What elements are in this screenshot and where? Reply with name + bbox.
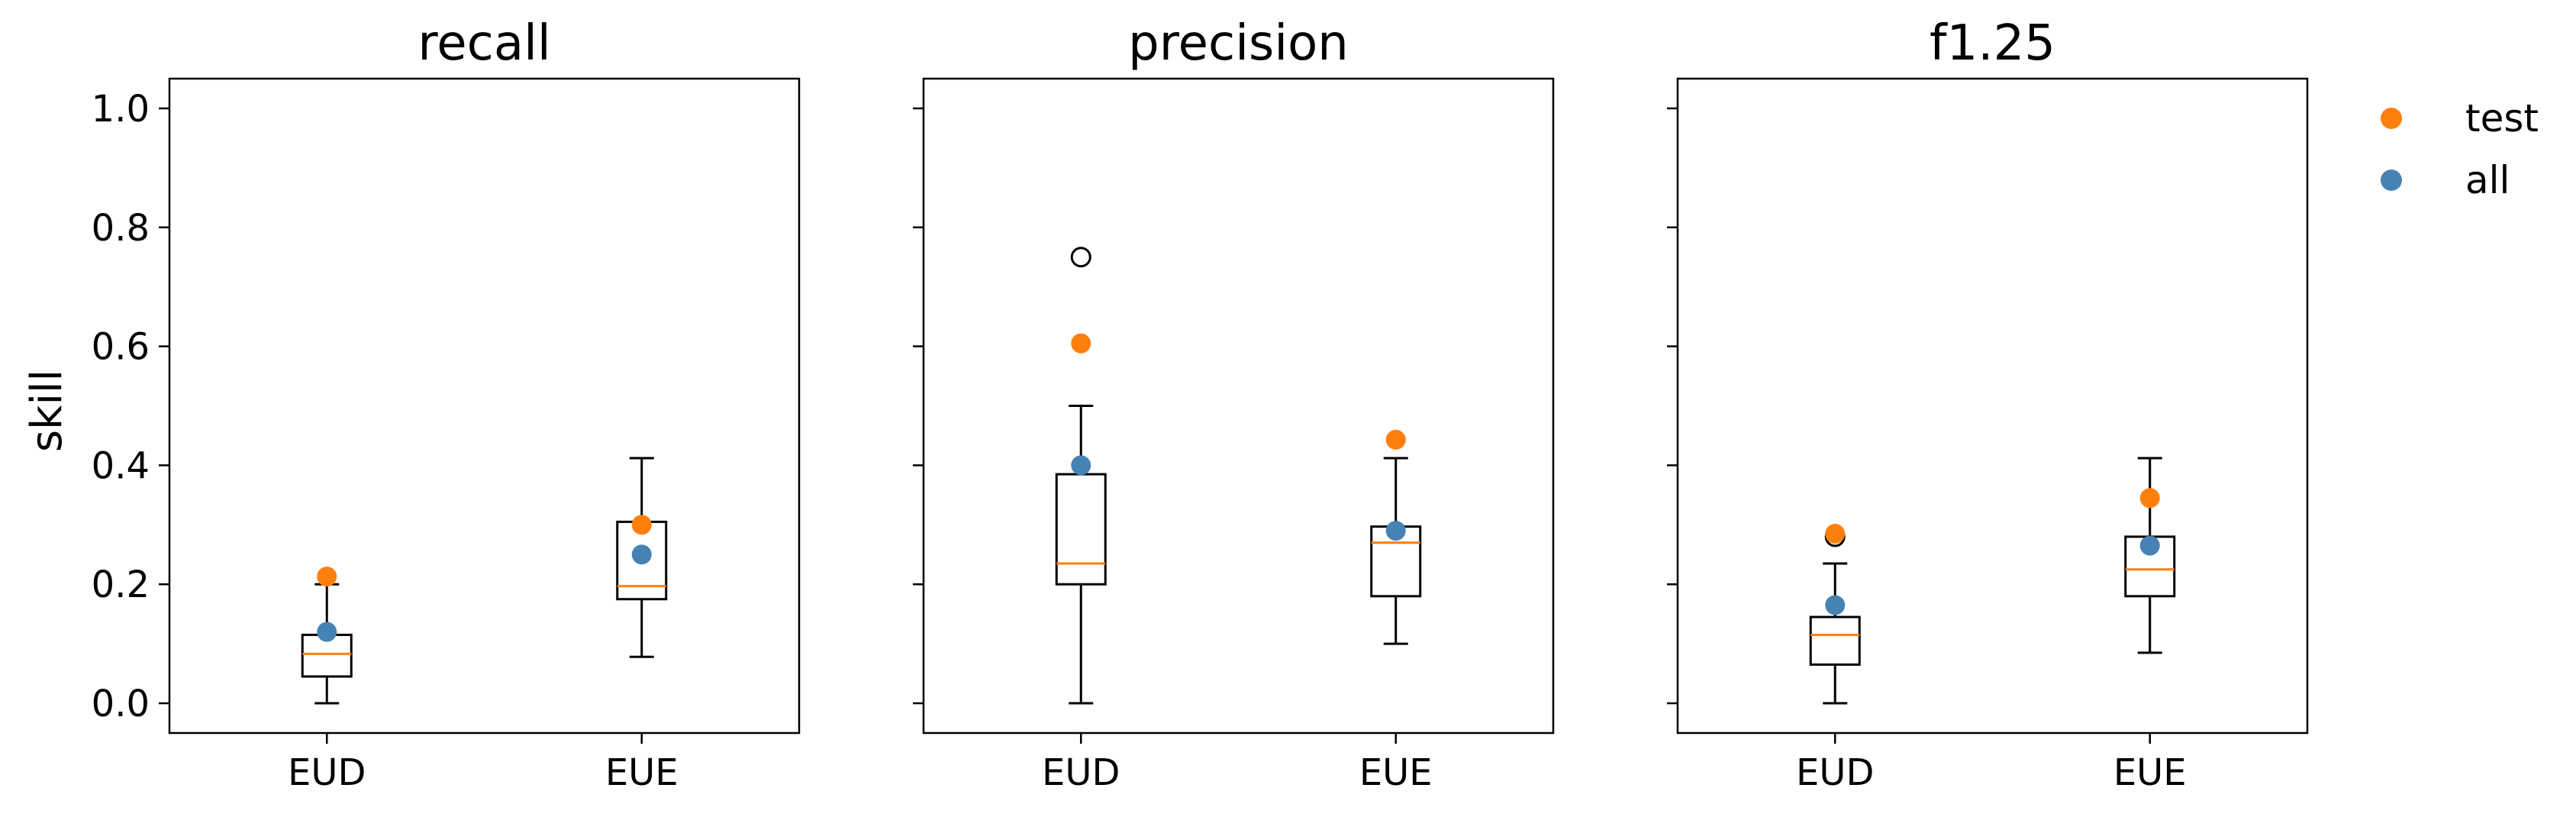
panel-title: f1.25 [1930, 15, 2055, 72]
point-all-EUE [1385, 521, 1406, 541]
axes-frame [922, 77, 1555, 735]
legend-item-test: test [2381, 96, 2539, 140]
axes-frame [1676, 77, 2309, 735]
outlier-point [1070, 247, 1091, 268]
box-EUE [1370, 457, 1422, 645]
legend-label: all [2465, 158, 2510, 202]
panel-title: recall [418, 15, 550, 72]
legend-marker [2381, 170, 2402, 191]
x-tick-label: EUD [1796, 751, 1874, 794]
box-iqr [1809, 615, 1861, 666]
y-axis-label: skill [22, 370, 72, 452]
x-tick-label: EUD [288, 751, 366, 794]
y-tick-label: 0.6 [92, 326, 150, 369]
box-EUD [301, 583, 353, 705]
legend: test all [2381, 96, 2539, 202]
y-tick-label: 0.2 [92, 564, 150, 606]
panels-layer: recall 0.0 0.2 0.4 0.6 0.8 1.0 EUD EUE precision E… [92, 15, 2309, 794]
box-EUE [616, 457, 668, 658]
point-test-EUD [317, 567, 337, 587]
point-all-EUD [1825, 595, 1846, 615]
point-test-EUE [2139, 488, 2160, 509]
legend-marker [2381, 108, 2402, 129]
point-test-EUE [1385, 429, 1406, 450]
x-tick-label: EUE [2113, 751, 2187, 794]
panel-title: precision [1128, 15, 1349, 72]
legend-item-all: all [2381, 158, 2510, 202]
point-test-EUD [1825, 524, 1846, 544]
y-tick-label: 0.4 [92, 444, 150, 487]
box-EUD [1809, 526, 1861, 705]
x-tick-label: EUE [605, 751, 679, 794]
panel-f1.25: f1.25 EUD EUE [1667, 15, 2309, 794]
point-test-EUE [631, 515, 652, 535]
y-tick-label: 0.0 [92, 683, 150, 725]
point-test-EUD [1071, 333, 1091, 354]
panel-recall: recall 0.0 0.2 0.4 0.6 0.8 1.0 EUD EUE [92, 15, 801, 794]
axes-frame [168, 77, 801, 735]
y-tick-label: 1.0 [92, 88, 150, 131]
box-EUD [1055, 247, 1107, 705]
point-all-EUE [2139, 535, 2160, 556]
panel-precision: precision EUD EUE [913, 15, 1555, 794]
point-all-EUE [631, 544, 652, 565]
point-all-EUD [1071, 455, 1091, 476]
x-tick-label: EUE [1359, 751, 1433, 794]
point-all-EUD [317, 622, 337, 642]
box-iqr [1055, 473, 1107, 586]
x-tick-label: EUD [1042, 751, 1120, 794]
legend-label: test [2465, 96, 2539, 140]
y-tick-label: 0.8 [92, 207, 150, 250]
